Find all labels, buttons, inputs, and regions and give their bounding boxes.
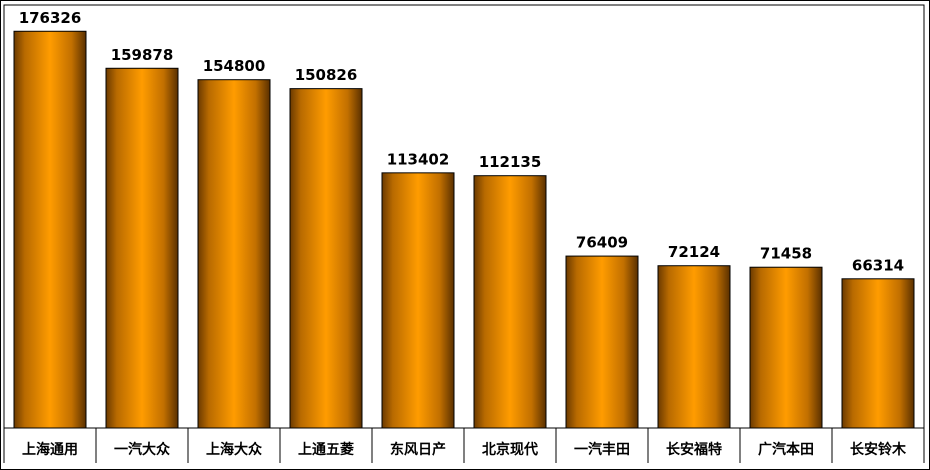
bar [841,278,915,429]
x-tick-label: 一汽丰田 [574,441,630,458]
bar [105,67,179,429]
value-label: 113402 [387,150,450,168]
value-label: 76409 [576,234,628,252]
value-label: 159878 [111,46,174,64]
x-tick-label: 长安福特 [666,441,722,458]
value-label: 154800 [203,57,266,75]
x-tick-label: 上海通用 [22,441,78,458]
value-label: 66314 [852,256,904,274]
value-label: 150826 [295,66,358,84]
value-label: 71458 [760,245,812,263]
value-label: 176326 [19,9,82,27]
value-label: 112135 [479,153,542,171]
x-tick-label: 上海大众 [206,441,262,458]
bar [197,79,271,429]
bar [657,265,731,429]
x-tick-label: 上通五菱 [298,441,354,458]
x-tick-label: 北京现代 [482,441,538,458]
bar [289,88,363,429]
bar [381,172,455,429]
value-label: 72124 [668,243,720,261]
x-tick-label: 长安铃木 [850,441,907,458]
x-tick-label: 东风日产 [390,441,446,458]
bar [473,175,547,429]
bar [565,255,639,429]
x-tick-label: 一汽大众 [114,441,170,458]
x-tick-label: 广汽本田 [758,441,814,458]
bar [13,30,87,429]
bar [749,266,823,429]
